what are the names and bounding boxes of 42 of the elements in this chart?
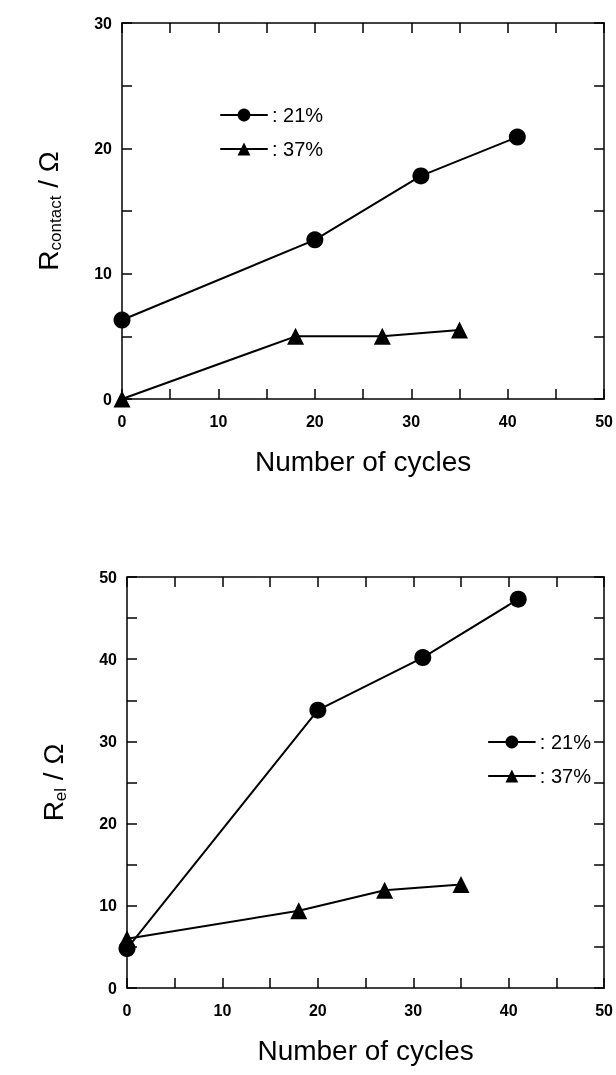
point (452, 875, 470, 893)
x-tick-label: 10 (213, 1001, 232, 1019)
point (412, 167, 430, 185)
x-tick-label: 50 (595, 412, 614, 430)
y-tick-label: 0 (108, 979, 118, 997)
point (306, 231, 324, 249)
x-axis-title: Number of cycles (254, 445, 472, 477)
x-tick-label: 50 (595, 1001, 614, 1019)
y-tick-label: 50 (99, 568, 118, 586)
y-tick-label: 0 (103, 390, 113, 408)
y-tick-label: 30 (94, 14, 113, 32)
x-tick-label: 30 (404, 1001, 423, 1019)
x-tick-label: 40 (498, 412, 517, 430)
point (450, 321, 468, 339)
y-axis-title: Rcontact / Ω (33, 151, 65, 271)
point (287, 327, 305, 345)
y-tick-label: 20 (99, 815, 118, 833)
legend-label: : 21% (272, 104, 324, 126)
y-tick-label: 40 (99, 650, 118, 668)
y-axis-title: Rel / Ω (38, 743, 70, 822)
y-tick-label: 10 (94, 265, 113, 283)
point (509, 590, 527, 608)
x-tick-label: 20 (308, 1001, 327, 1019)
x-tick-label: 40 (499, 1001, 518, 1019)
x-axis-title: Number of cycles (257, 1034, 474, 1066)
legend-label: : 37% (272, 138, 324, 160)
x-tick-label: 10 (209, 412, 228, 430)
y-tick-label: 20 (94, 139, 113, 157)
point (290, 902, 308, 920)
legend-label: : 37% (539, 765, 592, 787)
y-tick-label: 30 (99, 732, 118, 750)
x-tick-label: 0 (122, 1001, 132, 1019)
x-tick-label: 20 (305, 412, 324, 430)
point (376, 881, 394, 899)
point (373, 327, 391, 345)
point (414, 649, 432, 667)
y-tick-label: 10 (99, 897, 118, 915)
x-tick-label: 30 (402, 412, 421, 430)
point (113, 311, 131, 329)
legend-label: : 21% (539, 731, 592, 753)
point (508, 128, 526, 146)
point (309, 701, 327, 719)
